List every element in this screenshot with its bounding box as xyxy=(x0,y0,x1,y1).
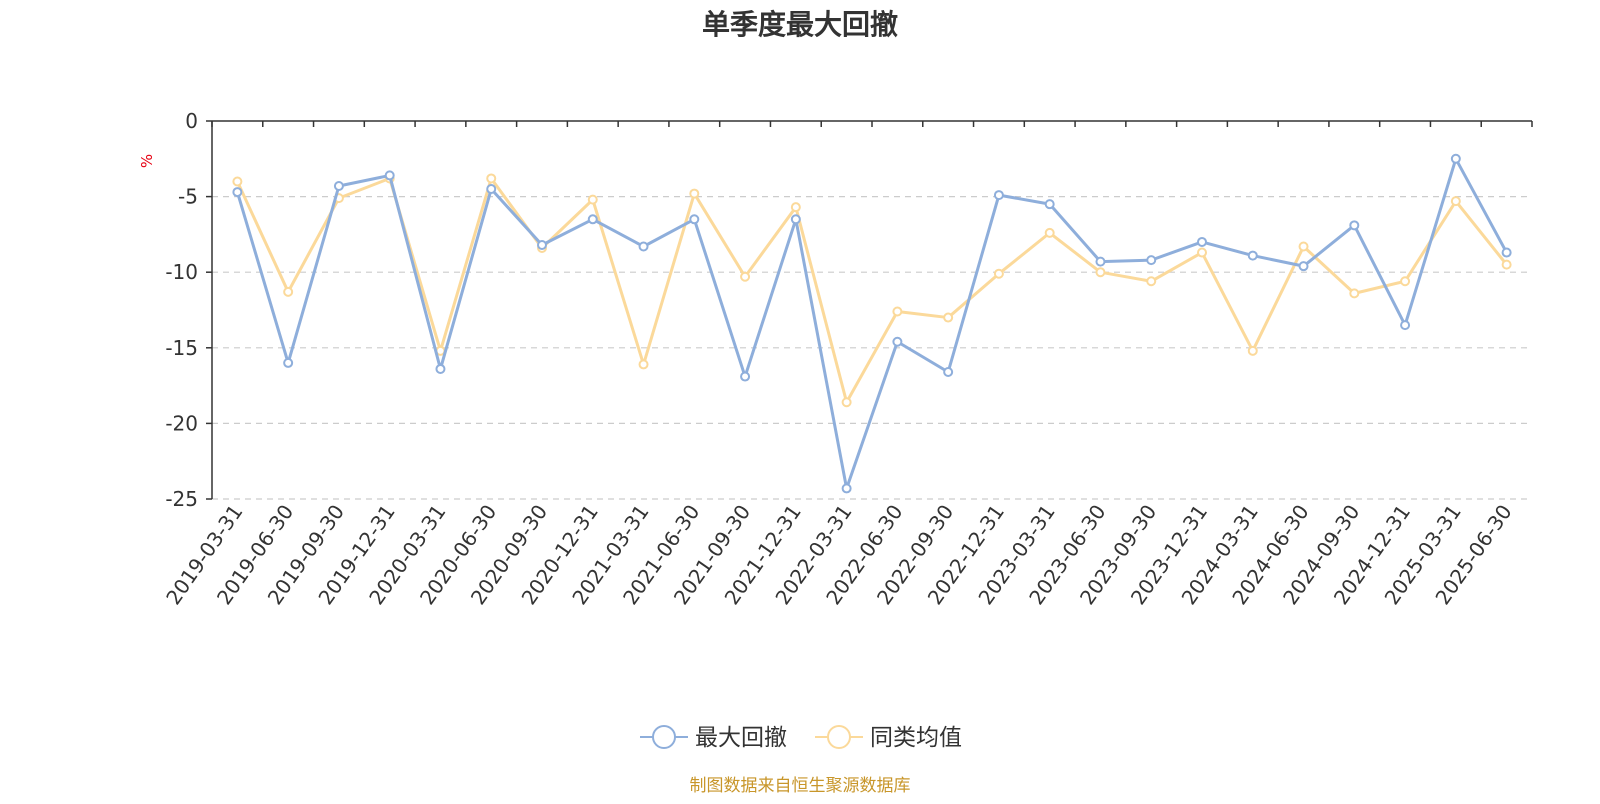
grid-lines xyxy=(212,196,1532,500)
data-point xyxy=(1146,276,1157,287)
data-point xyxy=(1501,259,1512,270)
data-point xyxy=(486,184,497,195)
data-point xyxy=(1146,255,1157,266)
data-point xyxy=(283,286,294,297)
axes: 0-5-10-15-20-252019-03-312019-06-302019-… xyxy=(161,109,1533,609)
data-point xyxy=(740,371,751,382)
data-point xyxy=(790,202,801,213)
data-point xyxy=(1247,345,1258,356)
data-point xyxy=(537,239,547,250)
legend-item-2[interactable]: 同类均值 xyxy=(815,725,962,751)
legend-label: 同类均值 xyxy=(870,725,962,751)
data-point xyxy=(232,176,243,187)
legend-marker xyxy=(827,725,851,749)
data-point xyxy=(1095,267,1106,278)
y-tick-label: -15 xyxy=(165,336,198,360)
y-tick-label: -5 xyxy=(178,185,198,209)
data-point xyxy=(232,187,243,198)
data-point xyxy=(689,188,700,199)
legend-marker xyxy=(652,725,676,749)
data-point xyxy=(1298,261,1309,272)
series-lines xyxy=(232,153,1512,494)
y-tick-label: -20 xyxy=(165,411,198,435)
data-point xyxy=(1501,247,1512,258)
data-point xyxy=(841,483,852,494)
data-point xyxy=(740,271,751,282)
source-note: 制图数据来自恒生聚源数据库 xyxy=(690,776,911,796)
data-point xyxy=(638,359,649,370)
data-point xyxy=(1044,199,1055,210)
data-point xyxy=(333,181,344,192)
series-line xyxy=(235,157,1508,490)
data-point xyxy=(1349,220,1360,231)
legend[interactable]: 最大回撤 同类均值 xyxy=(640,725,962,751)
data-point xyxy=(993,190,1004,201)
data-point xyxy=(943,366,954,377)
data-point xyxy=(790,214,801,225)
data-point xyxy=(892,306,903,317)
data-point xyxy=(1450,153,1461,164)
data-point xyxy=(1400,276,1411,287)
data-point xyxy=(486,173,497,184)
data-point xyxy=(587,214,598,225)
y-tick-label: -25 xyxy=(165,487,198,511)
data-point xyxy=(1197,236,1207,247)
data-point xyxy=(1197,247,1207,258)
data-point xyxy=(1400,320,1411,331)
data-point xyxy=(993,268,1004,279)
data-point xyxy=(892,336,903,347)
data-point xyxy=(1247,250,1258,261)
data-point xyxy=(638,241,649,252)
data-point xyxy=(943,312,954,323)
y-tick-label: -10 xyxy=(165,260,198,284)
legend-item-1[interactable]: 最大回撤 xyxy=(640,725,787,751)
data-point xyxy=(1044,227,1055,238)
data-point xyxy=(435,363,446,374)
data-point xyxy=(1095,256,1106,267)
series-1 xyxy=(232,153,1512,494)
data-point xyxy=(283,357,294,368)
series-2 xyxy=(232,173,1512,408)
y-tick-label: 0 xyxy=(185,109,198,133)
data-point xyxy=(384,170,395,181)
legend-label: 最大回撤 xyxy=(695,725,787,751)
chart-title: 单季度最大回撤 xyxy=(702,8,898,41)
data-point xyxy=(689,214,700,225)
data-point xyxy=(587,194,598,205)
series-line xyxy=(236,176,1508,404)
data-point xyxy=(1349,288,1360,299)
data-point xyxy=(1450,196,1461,207)
data-point xyxy=(841,397,852,408)
y-axis-unit-label: % xyxy=(138,154,156,168)
data-point xyxy=(1298,241,1309,252)
